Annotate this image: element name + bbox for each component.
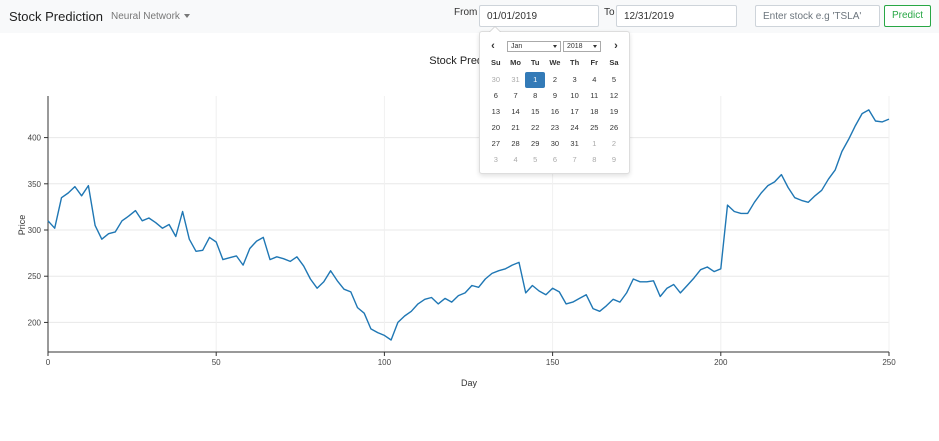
datepicker-popup: ‹ Jan 2018 › Su Mo Tu We Th Fr Sa 30 31 1 2 3 4 5 6 7 8 9… [479, 26, 630, 174]
month-select-value: Jan [511, 43, 523, 50]
calendar-day[interactable]: 29 [531, 139, 540, 148]
calendar-day[interactable]: 6 [493, 91, 498, 100]
x-tick-label: 250 [882, 358, 896, 367]
y-tick-label: 350 [28, 180, 42, 189]
calendar-day[interactable]: 14 [511, 107, 520, 116]
calendar-day[interactable]: 9 [552, 91, 557, 100]
weekday-header: Tu [530, 58, 540, 67]
calendar-day[interactable]: 28 [511, 139, 520, 148]
calendar-day[interactable]: 10 [570, 91, 579, 100]
calendar-day[interactable]: 31 [570, 139, 579, 148]
datepicker-header: ‹ Jan 2018 › [480, 40, 629, 54]
to-date-input[interactable] [616, 5, 737, 27]
x-tick-label: 0 [46, 358, 51, 367]
chart-axes: 200 250 300 350 400 0 50 100 150 200 250 [28, 96, 896, 367]
weekday-header: We [549, 58, 561, 67]
x-axis-label: Day [461, 378, 478, 388]
calendar-day[interactable]: 2 [552, 75, 557, 84]
predict-button[interactable]: Predict [884, 5, 931, 27]
calendar-day[interactable]: 20 [491, 123, 501, 132]
calendar-day[interactable]: 16 [550, 107, 560, 116]
y-tick-label: 200 [28, 318, 42, 327]
year-select-value: 2018 [567, 43, 583, 50]
popup-arrow-inner [490, 27, 500, 32]
calendar-day[interactable]: 17 [570, 107, 579, 116]
navbar: Stock Prediction Neural Network From To … [0, 0, 939, 33]
to-label: To [604, 7, 615, 18]
from-label: From [454, 7, 478, 18]
calendar-day[interactable]: 2 [611, 139, 617, 148]
calendar-day[interactable]: 30 [550, 139, 560, 148]
year-select[interactable]: 2018 [563, 41, 601, 52]
calendar-day[interactable]: 30 [491, 75, 501, 84]
weekday-header: Fr [590, 58, 599, 67]
month-select[interactable]: Jan [507, 41, 561, 52]
from-date-input[interactable] [479, 5, 599, 27]
y-axis-label: Price [17, 215, 27, 236]
calendar-day[interactable]: 25 [590, 123, 599, 132]
calendar-day[interactable]: 26 [609, 123, 619, 132]
calendar-day[interactable]: 12 [609, 91, 619, 100]
x-tick-label: 100 [378, 358, 392, 367]
calendar-grid: Su Mo Tu We Th Fr Sa 30 31 1 2 3 4 5 6 7 8 9 10 11 12 13 14 15 1… [486, 56, 624, 168]
calendar-day[interactable]: 13 [491, 107, 501, 116]
calendar-day[interactable]: 4 [513, 155, 518, 164]
calendar-day[interactable]: 27 [491, 139, 501, 148]
x-tick-label: 50 [212, 358, 221, 367]
model-dropdown-label: Neural Network [111, 11, 180, 22]
calendar-day[interactable]: 3 [493, 155, 498, 164]
weekday-header: Mo [510, 58, 521, 67]
y-tick-label: 400 [28, 134, 42, 143]
model-dropdown[interactable]: Neural Network [111, 11, 190, 22]
calendar-day[interactable]: 31 [511, 75, 520, 84]
calendar-day[interactable]: 1 [592, 139, 597, 148]
calendar-day[interactable]: 8 [592, 155, 597, 164]
x-tick-label: 200 [714, 358, 728, 367]
calendar-day[interactable]: 24 [570, 123, 579, 132]
caret-down-icon [593, 45, 597, 48]
calendar-day[interactable]: 7 [572, 155, 577, 164]
x-tick-label: 150 [546, 358, 560, 367]
calendar-day[interactable]: 4 [592, 75, 597, 84]
calendar-day[interactable]: 9 [611, 155, 617, 164]
calendar-day[interactable]: 5 [611, 75, 617, 84]
weekday-header: Th [570, 58, 580, 67]
calendar-day[interactable]: 22 [531, 123, 540, 132]
calendar-day[interactable]: 7 [513, 91, 518, 100]
y-tick-label: 300 [28, 226, 42, 235]
weekday-header: Su [491, 58, 501, 67]
calendar-day[interactable]: 21 [511, 123, 520, 132]
calendar-day[interactable]: 18 [590, 107, 599, 116]
calendar-day[interactable]: 15 [531, 107, 540, 116]
calendar-day[interactable]: 3 [572, 75, 577, 84]
y-tick-label: 250 [28, 272, 42, 281]
calendar-day[interactable]: 19 [609, 107, 619, 116]
calendar-day[interactable]: 6 [552, 155, 557, 164]
stock-symbol-input[interactable] [755, 5, 880, 27]
weekday-header: Sa [609, 58, 619, 67]
calendar-day[interactable]: 1 [525, 72, 546, 88]
chart-gridlines [47, 96, 890, 352]
caret-down-icon [553, 45, 557, 48]
calendar-day[interactable]: 11 [590, 91, 599, 100]
brand-title[interactable]: Stock Prediction [9, 9, 103, 24]
chevron-right-icon[interactable]: › [614, 40, 618, 52]
chevron-left-icon[interactable]: ‹ [491, 40, 495, 52]
calendar-day[interactable]: 5 [533, 155, 538, 164]
calendar-day[interactable]: 8 [533, 91, 538, 100]
price-line [47, 109, 890, 341]
calendar-day[interactable]: 23 [550, 123, 560, 132]
caret-down-icon [183, 14, 190, 19]
